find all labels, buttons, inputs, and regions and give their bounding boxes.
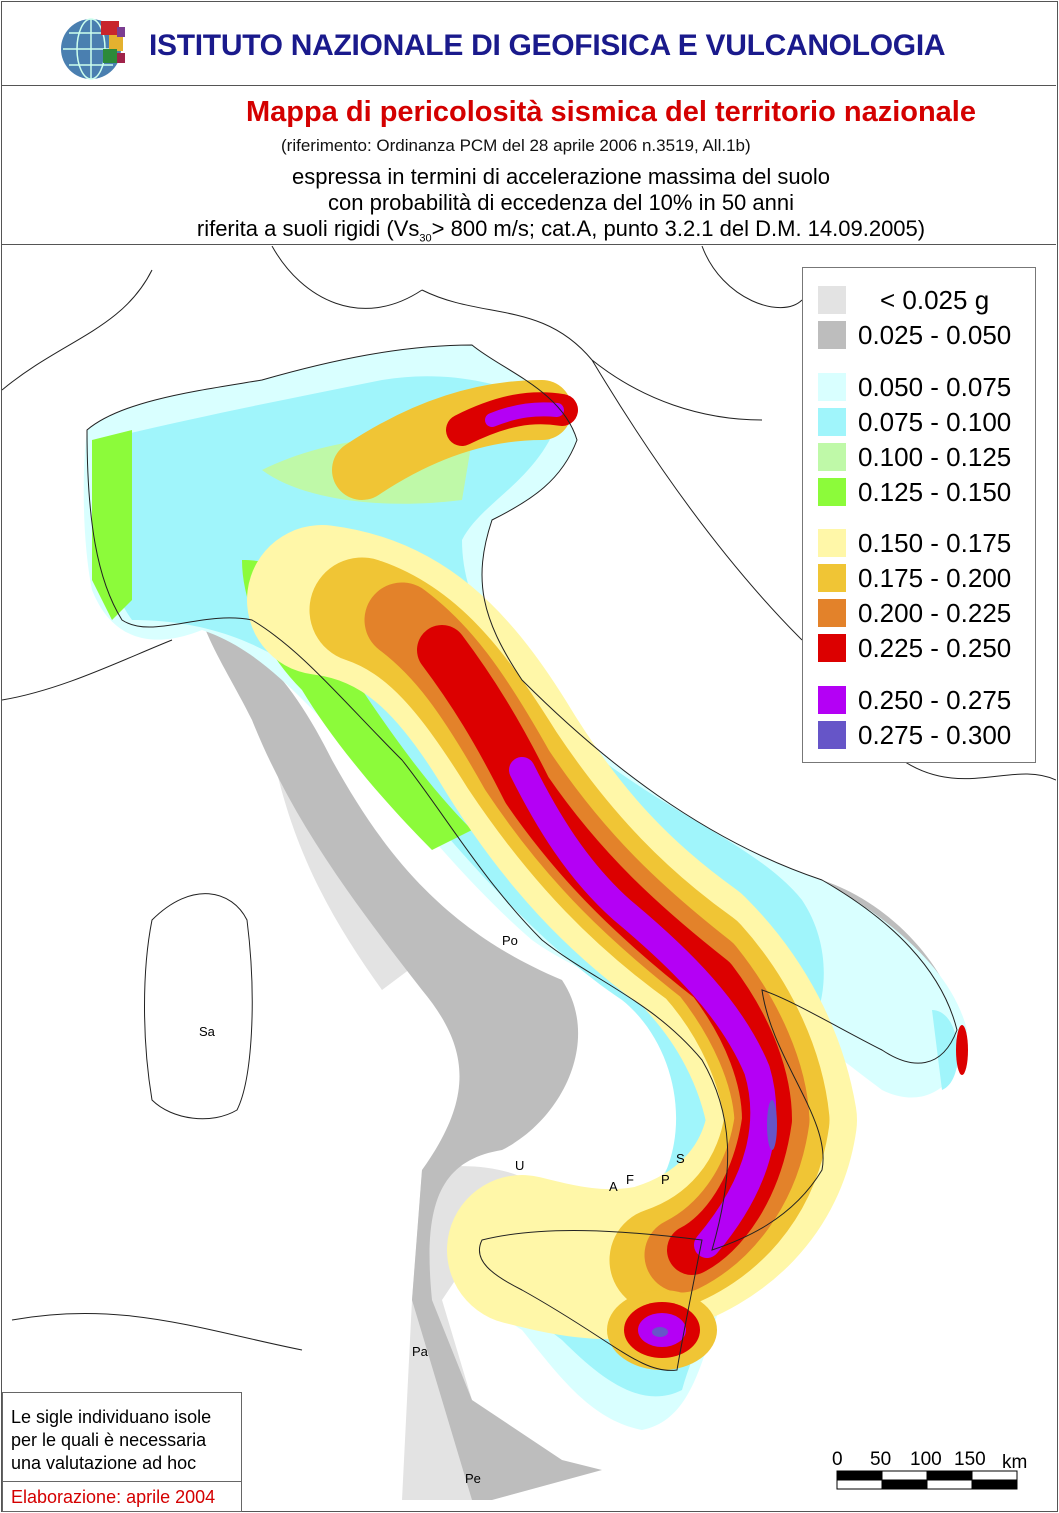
island-label-a: A <box>609 1179 618 1194</box>
legend-label: 0.150 - 0.175 <box>858 527 1012 558</box>
legend-item: 0.075 - 0.100 <box>818 407 1011 437</box>
scale-tick-100: 100 <box>910 1449 942 1470</box>
map-subtitle-3: riferita a suoli rigidi (Vs30> 800 m/s; … <box>196 216 926 245</box>
note-divider <box>3 1481 241 1482</box>
island-labels: Po Sa U S A F P Pa Pe <box>199 933 685 1486</box>
legend-item: 0.175 - 0.200 <box>818 563 1011 593</box>
scale-tick-150: 150 <box>954 1449 986 1470</box>
legend-swatch <box>818 478 846 506</box>
note-line-1: Le sigle individuano isole <box>11 1407 212 1427</box>
island-label-pa: Pa <box>412 1344 429 1359</box>
legend-swatch <box>818 443 846 471</box>
note-box: Le sigle individuano isole per le quali … <box>2 1392 242 1512</box>
island-label-pe: Pe <box>465 1471 481 1486</box>
scale-tick-50: 50 <box>870 1449 891 1470</box>
map-title-block: Mappa di pericolosità sismica del territ… <box>1 86 1056 245</box>
island-label-po: Po <box>502 933 518 948</box>
legend-item: 0.150 - 0.175 <box>818 528 1011 558</box>
legend-label: 0.275 - 0.300 <box>858 719 1012 750</box>
legend-swatch <box>818 286 846 314</box>
note-line-3: una valutazione ad hoc <box>11 1453 197 1473</box>
scale-tick-0: 0 <box>832 1449 843 1470</box>
legend-swatch <box>818 408 846 436</box>
island-label-u: U <box>515 1158 524 1173</box>
coastlines <box>86 344 958 1371</box>
island-label-sa: Sa <box>199 1024 216 1039</box>
legend-swatch <box>818 529 846 557</box>
island-label-p: P <box>661 1172 670 1187</box>
island-label-f: F <box>626 1172 634 1187</box>
legend-item: 0.225 - 0.250 <box>818 633 1011 663</box>
hazard-legend: < 0.025 g 0.025 - 0.050 0.050 - 0.075 0.075… <box>802 267 1036 763</box>
note-line-2: per le quali è necessaria <box>11 1430 207 1450</box>
country-borders <box>2 246 1056 1351</box>
island-label-s: S <box>676 1151 685 1166</box>
hazard-zone-lt-0025 <box>272 750 542 1500</box>
legend-swatch <box>818 686 846 714</box>
legend-swatch <box>818 634 846 662</box>
map-subtitle-2: con probabilità di eccedenza del 10% in … <box>328 190 794 215</box>
legend-label: 0.125 - 0.150 <box>858 476 1012 507</box>
legend-label: 0.225 - 0.250 <box>858 632 1012 663</box>
ingv-logo-icon <box>61 18 125 80</box>
scale-bar: 0 50 100 150 km <box>832 1449 1027 1490</box>
institute-header: ISTITUTO NAZIONALE DI GEOFISICA E VULCAN… <box>1 1 1056 86</box>
legend-label: 0.200 - 0.225 <box>858 597 1012 628</box>
legend-item: 0.275 - 0.300 <box>818 720 1011 750</box>
legend-label: 0.050 - 0.075 <box>858 371 1012 402</box>
sicily-hazard <box>607 1025 968 1370</box>
legend-item: 0.025 - 0.050 <box>818 320 1011 350</box>
legend-label: 0.250 - 0.275 <box>858 684 1012 715</box>
legend-item: 0.125 - 0.150 <box>818 477 1011 507</box>
legend-swatch <box>818 599 846 627</box>
legend-label: < 0.025 g <box>880 284 990 315</box>
legend-label: 0.175 - 0.200 <box>858 562 1012 593</box>
legend-swatch <box>818 564 846 592</box>
legend-item: 0.100 - 0.125 <box>818 442 1011 472</box>
legend-label: 0.025 - 0.050 <box>858 319 1012 350</box>
map-reference: (riferimento: Ordinanza PCM del 28 april… <box>281 136 751 155</box>
map-title: Mappa di pericolosità sismica del territ… <box>245 96 976 128</box>
elaboration-date: Elaborazione: aprile 2004 <box>11 1487 216 1507</box>
apennine-hazard-bands <box>247 380 857 1340</box>
institute-name: ISTITUTO NAZIONALE DI GEOFISICA E VULCAN… <box>149 29 946 62</box>
legend-item: 0.050 - 0.075 <box>818 372 1011 402</box>
legend-label: 0.075 - 0.100 <box>858 406 1012 437</box>
legend-item: 0.250 - 0.275 <box>818 685 1011 715</box>
hazard-map: Po Sa U S A F P Pa Pe <box>2 246 1056 1500</box>
scale-unit: km <box>1002 1452 1027 1473</box>
legend-label: 0.100 - 0.125 <box>858 441 1012 472</box>
legend-item: 0.200 - 0.225 <box>818 598 1011 628</box>
legend-swatch <box>818 373 846 401</box>
legend-item: < 0.025 g <box>818 285 989 315</box>
legend-swatch <box>818 721 846 749</box>
map-subtitle-1: espressa in termini di accelerazione mas… <box>291 164 831 189</box>
legend-swatch <box>818 321 846 349</box>
